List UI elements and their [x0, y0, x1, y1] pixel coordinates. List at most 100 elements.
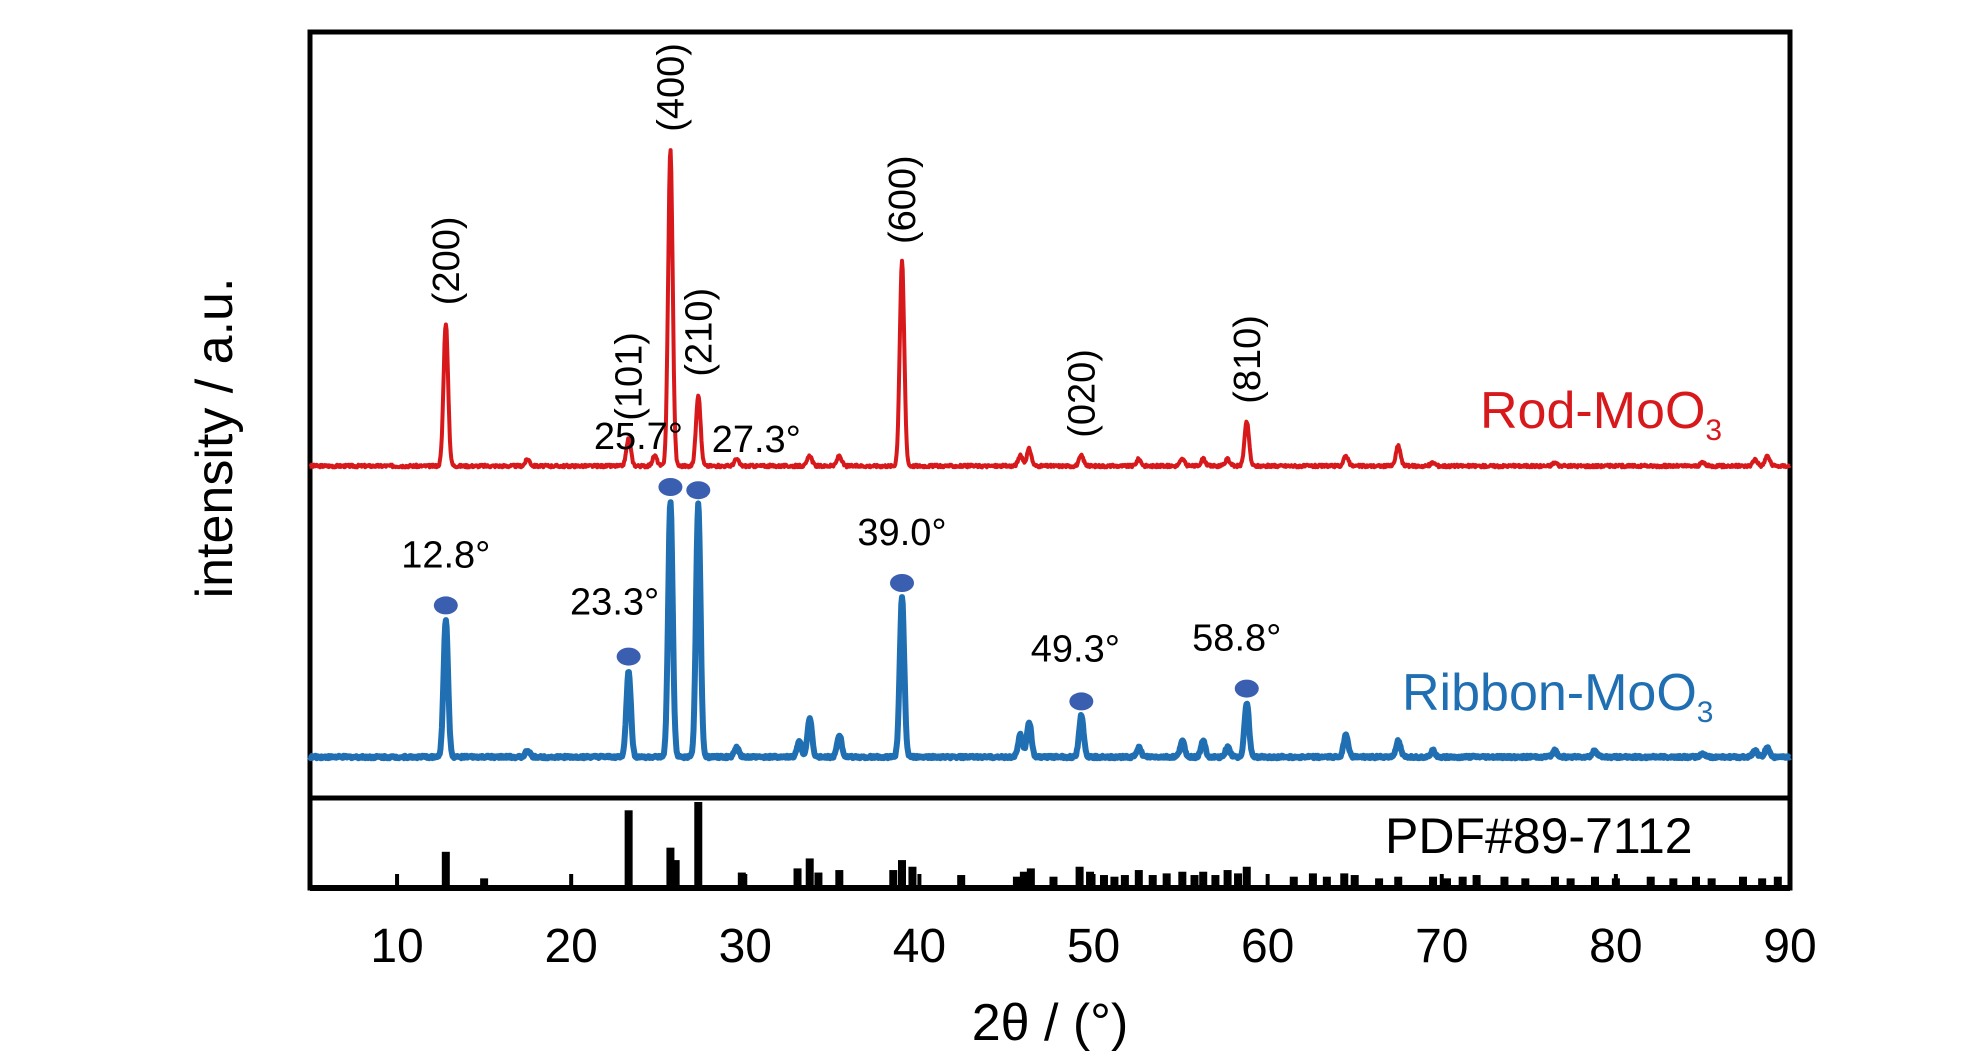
reference-line — [835, 870, 844, 885]
reference-line — [1075, 866, 1084, 885]
reference-line — [666, 847, 675, 885]
reference-line — [1019, 871, 1028, 885]
peak-position-label: 25.7° — [594, 416, 683, 458]
reference-line — [480, 878, 489, 885]
peak-marker — [1234, 679, 1259, 698]
peak-position-label: 39.0° — [857, 512, 946, 554]
reference-pattern-lines — [441, 802, 1782, 885]
reference-line — [1550, 876, 1559, 885]
reference-line — [1429, 876, 1438, 885]
reference-line — [624, 810, 633, 885]
reference-line — [1242, 866, 1251, 885]
reference-line — [1458, 876, 1467, 885]
hkl-label: (101) — [609, 332, 651, 421]
x-tick-label-90: 90 — [1763, 920, 1816, 973]
peak-marker — [1069, 692, 1094, 711]
hkl-label: (600) — [882, 155, 924, 244]
x-tick-label-30: 30 — [719, 920, 772, 973]
reference-line — [1049, 876, 1058, 885]
x-tick-label-50: 50 — [1067, 920, 1120, 973]
reference-line — [1590, 876, 1599, 885]
reference-line — [957, 875, 966, 885]
reference-line — [805, 858, 814, 885]
peak-marker — [616, 647, 641, 666]
hkl-label: (200) — [426, 216, 468, 305]
reference-line — [441, 851, 450, 885]
peak-marker — [890, 574, 914, 592]
reference-line — [1566, 878, 1575, 885]
peak-marker — [658, 478, 683, 496]
x-axis-label: 2θ / (°) — [972, 994, 1129, 1052]
reference-line — [737, 872, 746, 885]
reference-line — [1394, 876, 1403, 885]
series-layer — [307, 148, 1793, 762]
reference-line — [1162, 873, 1171, 885]
hkl-label: (400) — [650, 43, 692, 132]
reference-line — [1707, 878, 1716, 885]
series-label-ribbon: Ribbon-MoO3 — [1402, 664, 1713, 729]
reference-line — [793, 868, 802, 885]
series-label-rod: Rod-MoO3 — [1480, 382, 1722, 447]
peak-position-label: 27.3° — [712, 419, 801, 461]
reference-line — [1099, 875, 1108, 885]
reference-line — [1120, 875, 1129, 885]
reference-label-bg — [1375, 802, 1757, 864]
reference-line — [889, 870, 898, 885]
hkl-label: (810) — [1227, 315, 1269, 404]
series-line-rod — [308, 148, 1792, 470]
reference-line — [1521, 878, 1530, 885]
reference-line — [1442, 878, 1451, 885]
peak-position-label: 49.3° — [1031, 628, 1120, 670]
hkl-label: (020) — [1061, 349, 1103, 438]
x-tick-label-60: 60 — [1241, 920, 1294, 973]
reference-line — [694, 802, 703, 885]
reference-label: PDF#89-7112 — [1385, 808, 1693, 864]
reference-line — [1190, 875, 1199, 885]
hkl-label: (210) — [678, 288, 720, 377]
reference-line — [814, 872, 823, 885]
reference-line — [1211, 875, 1220, 885]
reference-line — [1199, 871, 1208, 885]
x-tick-label-40: 40 — [893, 920, 946, 973]
reference-line — [1472, 875, 1481, 885]
x-tick-label-80: 80 — [1589, 920, 1642, 973]
peak-position-label: 12.8° — [401, 534, 490, 576]
y-axis-label: intensity / a.u. — [186, 278, 244, 599]
reference-line — [671, 860, 680, 885]
reference-line — [1646, 876, 1655, 885]
peak-marker — [686, 481, 711, 500]
reference-line — [1110, 876, 1119, 885]
reference-line — [1026, 868, 1035, 885]
reference-line — [1012, 876, 1021, 885]
x-axis-ticks: 10 20 30 40 50 60 70 80 90 — [370, 874, 1817, 973]
x-tick-label-10: 10 — [370, 920, 423, 973]
x-tick-label-70: 70 — [1415, 920, 1468, 973]
reference-line — [1148, 875, 1157, 885]
reference-line — [1758, 878, 1767, 885]
x-tick-label-20: 20 — [544, 920, 597, 973]
reference-line — [1350, 875, 1359, 885]
peak-position-label: 58.8° — [1192, 618, 1281, 660]
reference-line — [898, 860, 906, 885]
reference-line — [1340, 873, 1349, 885]
reference-line — [1223, 870, 1232, 885]
reference-line — [1289, 876, 1298, 885]
reference-line — [908, 866, 917, 885]
peak-marker — [433, 596, 458, 615]
annotation-layer: (200) (101) (400) (210) (600) (020) (810) 12.8°… — [401, 43, 1281, 711]
reference-line — [1691, 876, 1700, 885]
reference-line — [1773, 876, 1782, 885]
peak-position-label: 23.3° — [570, 582, 659, 624]
reference-line — [1375, 878, 1384, 885]
reference-line — [1234, 873, 1243, 885]
reference-line — [1669, 878, 1678, 885]
reference-line — [1086, 871, 1095, 885]
reference-line — [1308, 873, 1317, 885]
reference-line — [1134, 870, 1143, 885]
reference-line — [1500, 876, 1509, 885]
series-line-ribbon — [307, 499, 1793, 762]
reference-line — [1738, 876, 1747, 885]
reference-line — [1322, 876, 1331, 885]
reference-line — [1611, 878, 1620, 885]
